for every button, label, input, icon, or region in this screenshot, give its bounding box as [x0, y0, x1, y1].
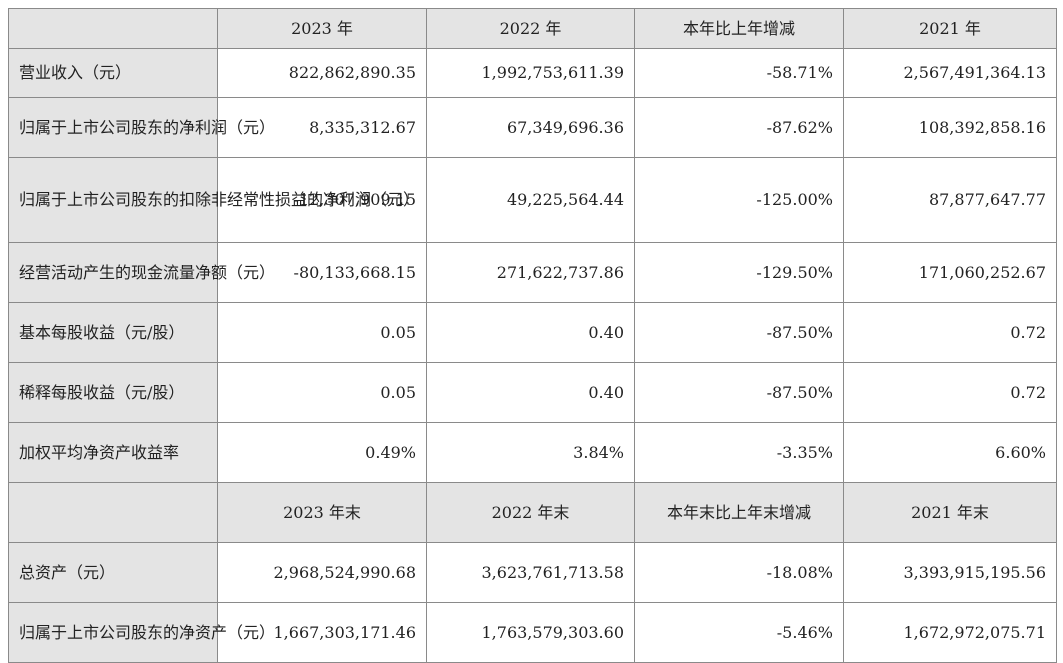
table-cell: -18.08% [634, 542, 844, 603]
table-cell: -58.71% [634, 48, 844, 98]
table-cell: 49,225,564.44 [426, 157, 635, 243]
table-cell: 3.84% [426, 422, 635, 483]
col-header-2021-end: 2021 年末 [843, 482, 1057, 543]
row-label-diluted-eps: 稀释每股收益（元/股） [8, 362, 218, 423]
table-row: 总资产（元） 2,968,524,990.68 3,623,761,713.58… [8, 542, 1057, 603]
row-label-net-assets: 归属于上市公司股东的净资产（元） [8, 602, 275, 663]
table-row: 稀释每股收益（元/股） 0.05 0.40 -87.50% 0.72 [8, 362, 1057, 423]
table-cell: 2,567,491,364.13 [843, 48, 1057, 98]
table-cell: 0.72 [843, 302, 1057, 363]
table-cell: 1,763,579,303.60 [426, 602, 635, 663]
row-label-net-profit-deducted: 归属于上市公司股东的扣除非经常性损益的净利润（元） [8, 157, 419, 243]
table-cell: 8,335,312.67 [217, 97, 427, 158]
table-cell: 0.05 [217, 302, 427, 363]
table-cell: 87,877,647.77 [843, 157, 1057, 243]
table-cell: -3.35% [634, 422, 844, 483]
table-row: 归属于上市公司股东的净资产（元） 1,667,303,171.46 1,763,… [8, 602, 1057, 663]
row-label-revenue: 营业收入（元） [8, 48, 218, 98]
table-row: 加权平均净资产收益率 0.49% 3.84% -3.35% 6.60% [8, 422, 1057, 483]
table-cell: -87.62% [634, 97, 844, 158]
col-header-2023-end: 2023 年末 [217, 482, 427, 543]
table-row: 经营活动产生的现金流量净额（元） -80,133,668.15 271,622,… [8, 242, 1057, 303]
col-header-2022-end: 2022 年末 [426, 482, 635, 543]
col-header-change: 本年比上年增减 [634, 8, 844, 49]
table-row: 归属于上市公司股东的净利润（元） 8,335,312.67 67,349,696… [8, 97, 1057, 158]
table-cell: -87.50% [634, 362, 844, 423]
table-cell: 67,349,696.36 [426, 97, 635, 158]
col-header-change-end: 本年末比上年末增减 [634, 482, 844, 543]
table-cell: 0.40 [426, 302, 635, 363]
table-cell: 0.05 [217, 362, 427, 423]
row-label-weighted-roe: 加权平均净资产收益率 [8, 422, 218, 483]
header-corner-cell [8, 8, 218, 49]
table-cell: 271,622,737.86 [426, 242, 635, 303]
table-cell: 822,862,890.35 [217, 48, 427, 98]
row-label-net-profit: 归属于上市公司股东的净利润（元） [8, 97, 275, 158]
header-corner-cell [8, 482, 218, 543]
table-cell: 3,393,915,195.56 [843, 542, 1057, 603]
table-cell: -125.00% [634, 157, 844, 243]
table-cell: 1,667,303,171.46 [217, 602, 427, 663]
header-row-annual: 2023 年 2022 年 本年比上年增减 2021 年 [8, 8, 1057, 49]
table-cell: 171,060,252.67 [843, 242, 1057, 303]
row-label-operating-cash-flow: 经营活动产生的现金流量净额（元） [8, 242, 275, 303]
table-cell: 3,623,761,713.58 [426, 542, 635, 603]
financial-summary-table: 2023 年 2022 年 本年比上年增减 2021 年 营业收入（元） 822… [8, 8, 1057, 663]
table-cell: -5.46% [634, 602, 844, 663]
table-row: 基本每股收益（元/股） 0.05 0.40 -87.50% 0.72 [8, 302, 1057, 363]
table-cell: 0.49% [217, 422, 427, 483]
table-cell: 108,392,858.16 [843, 97, 1057, 158]
table-cell: 1,992,753,611.39 [426, 48, 635, 98]
col-header-2022: 2022 年 [426, 8, 635, 49]
table-cell: 6.60% [843, 422, 1057, 483]
table-row: 归属于上市公司股东的扣除非经常性损益的净利润（元） -12,307,909.15… [8, 157, 1057, 243]
header-row-year-end: 2023 年末 2022 年末 本年末比上年末增减 2021 年末 [8, 482, 1057, 543]
table-row: 营业收入（元） 822,862,890.35 1,992,753,611.39 … [8, 48, 1057, 98]
table-cell: 2,968,524,990.68 [217, 542, 427, 603]
col-header-2023: 2023 年 [217, 8, 427, 49]
table-cell: 0.72 [843, 362, 1057, 423]
table-cell: -129.50% [634, 242, 844, 303]
table-cell: 1,672,972,075.71 [843, 602, 1057, 663]
table-cell: -87.50% [634, 302, 844, 363]
row-label-basic-eps: 基本每股收益（元/股） [8, 302, 218, 363]
col-header-2021: 2021 年 [843, 8, 1057, 49]
table-cell: 0.40 [426, 362, 635, 423]
row-label-total-assets: 总资产（元） [8, 542, 218, 603]
